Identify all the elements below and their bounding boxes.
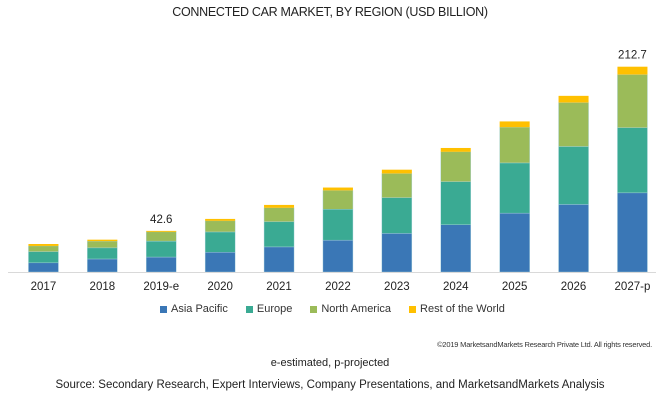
bar-segment-rest-of-the-world-2026 [558, 95, 589, 103]
bar-segment-north-america-2018 [87, 240, 118, 249]
bars-group [28, 66, 648, 273]
bar-segment-asia-pacific-2023 [381, 233, 413, 273]
chart-title: CONNECTED CAR MARKET, BY REGION (USD BIL… [172, 5, 488, 19]
bar-segment-north-america-2017 [28, 245, 59, 252]
bar-segment-europe-2018 [87, 247, 118, 260]
bar-segment-europe-2024 [440, 181, 471, 225]
bar-segment-asia-pacific-2017 [28, 262, 59, 273]
data-label: 42.6 [150, 214, 172, 226]
x-tick-label: 2026 [561, 281, 587, 293]
bar-segment-europe-2026 [558, 146, 589, 205]
x-tick-label: 2025 [502, 281, 528, 293]
x-tick-label: 2019-e [143, 281, 179, 293]
bar-segment-north-america-2020 [204, 220, 236, 233]
legend-label: Rest of the World [420, 303, 505, 315]
source-text: Source: Secondary Research, Expert Inter… [55, 379, 605, 391]
legend-item: Rest of the World [409, 303, 505, 315]
bar-segment-europe-2019-e [146, 240, 177, 258]
bar-segment-north-america-2026 [558, 102, 589, 147]
bar-segment-rest-of-the-world-2025 [499, 121, 530, 128]
bar-segment-asia-pacific-2018 [87, 258, 118, 273]
legend-label: Europe [256, 303, 293, 315]
legend-item: North America [310, 303, 391, 315]
x-tick-label: 2017 [31, 281, 57, 293]
legend-swatch [160, 305, 167, 313]
bar-segment-asia-pacific-2025 [499, 212, 530, 273]
x-tick-label: 2023 [384, 281, 410, 293]
bar-segment-asia-pacific-2020 [204, 252, 236, 273]
bar-segment-asia-pacific-2026 [558, 204, 589, 273]
legend-item: Europe [245, 303, 293, 315]
bar-segment-rest-of-the-world-2020 [205, 218, 236, 221]
legend: Asia Pacific Europe North America Rest of t… [160, 303, 505, 315]
bar-segment-north-america-2024 [440, 151, 471, 182]
x-tick-label: 2020 [207, 281, 233, 293]
legend-swatch [310, 305, 318, 313]
bar-segment-europe-2017 [28, 251, 59, 264]
bar-segment-north-america-2019-e [146, 231, 177, 242]
bar-segment-asia-pacific-2024 [440, 224, 471, 273]
legend-swatch [245, 305, 253, 313]
x-tick-label: 2018 [90, 281, 116, 293]
bar-segment-asia-pacific-2027-p [617, 192, 648, 273]
bar-segment-europe-2025 [499, 162, 530, 214]
bar-segment-rest-of-the-world-2022 [322, 187, 353, 191]
legend-label: Asia Pacific [171, 303, 228, 315]
bar-segment-north-america-2021 [263, 207, 295, 223]
bar-segment-rest-of-the-world-2021 [264, 204, 295, 208]
bar-segment-rest-of-the-world-2017 [28, 244, 59, 246]
bar-segment-rest-of-the-world-2019-e [146, 230, 177, 232]
bar-segment-north-america-2022 [322, 190, 354, 210]
legend-item: Asia Pacific [160, 303, 228, 315]
bar-segment-rest-of-the-world-2023 [381, 169, 412, 174]
bar-segment-rest-of-the-world-2024 [440, 147, 471, 152]
data-label: 212.7 [618, 50, 647, 62]
bar-segment-north-america-2025 [499, 127, 530, 164]
x-tick-label: 2022 [325, 281, 351, 293]
stacked-bar-chart: 2017 2018 2019-e 2020 2021 2022 2023 2024 2025 20… [8, 50, 656, 293]
bar-segment-north-america-2027-p [617, 74, 648, 128]
bar-segment-rest-of-the-world-2018 [87, 239, 118, 242]
bar-segment-rest-of-the-world-2027-p [617, 66, 648, 75]
bar-segment-europe-2021 [263, 221, 295, 248]
bar-segment-europe-2023 [381, 197, 413, 234]
bar-segment-asia-pacific-2019-e [146, 256, 177, 273]
bar-segment-europe-2022 [322, 209, 354, 241]
data-labels: 42.6 212.7 [150, 50, 647, 226]
legend-label: North America [321, 303, 392, 315]
bar-segment-north-america-2023 [381, 173, 413, 198]
x-tick-labels: 2017 2018 2019-e 2020 2021 2022 2023 2024 2025 20… [31, 281, 651, 293]
copyright-text: ©2019 MarketsandMarkets Research Private… [437, 340, 652, 349]
bar-segment-europe-2020 [204, 231, 236, 253]
bar-segment-europe-2027-p [617, 127, 648, 194]
bar-segment-asia-pacific-2022 [322, 239, 354, 273]
estimate-note: e-estimated, p-projected [270, 357, 390, 369]
x-tick-label: 2021 [266, 281, 292, 293]
legend-swatch [409, 305, 417, 313]
x-tick-label: 2027-p [615, 281, 651, 293]
bar-segment-asia-pacific-2021 [263, 246, 295, 273]
x-tick-label: 2024 [443, 281, 469, 293]
